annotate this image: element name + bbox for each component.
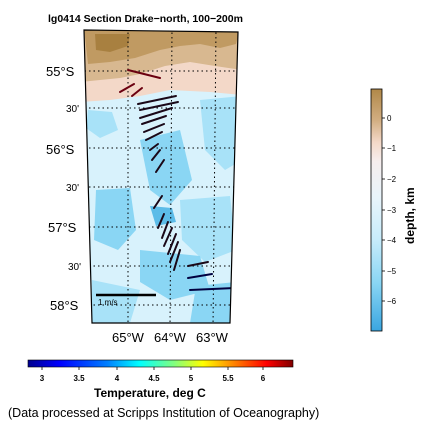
- map-panel: 1 m/s: [84, 30, 238, 323]
- temp-tick-label: 6: [261, 374, 266, 383]
- lon-label: 64°W: [154, 330, 187, 345]
- vector: [187, 273, 213, 279]
- deep-patch: [86, 110, 118, 138]
- depth-tick-label: −2: [387, 175, 397, 184]
- credit-line: (Data processed at Scripps Institution o…: [8, 406, 319, 420]
- lat-label: 58°S: [50, 298, 79, 313]
- grid-line-lon: [212, 30, 217, 323]
- lat-label: 30': [68, 262, 81, 273]
- deep-patch: [140, 250, 210, 300]
- vector: [189, 287, 235, 291]
- vector: [163, 227, 173, 247]
- vector: [161, 221, 169, 239]
- lat-label: 57°S: [48, 220, 77, 235]
- lat-label: 55°S: [46, 64, 75, 79]
- depth-tick-label: 0: [387, 114, 392, 123]
- longitude-labels: 65°W 64°W 63°W: [112, 330, 229, 345]
- depth-tick-label: −6: [387, 297, 397, 306]
- vector: [145, 131, 163, 141]
- temp-tick-label: 5.5: [222, 374, 234, 383]
- vector: [139, 107, 173, 119]
- vector: [173, 249, 181, 271]
- vector: [141, 115, 167, 125]
- temp-tick-label: 5: [189, 374, 194, 383]
- deep-patch: [94, 188, 136, 250]
- vector: [131, 87, 143, 97]
- lat-label: 30': [66, 104, 79, 115]
- temperature-colorbar-scale: [27, 359, 294, 368]
- temperature-colorbar: 3 3.5 4 4.5 5 5.5 6 Temperature, deg C: [27, 359, 294, 400]
- vector: [187, 261, 209, 267]
- vector: [127, 69, 161, 79]
- vector: [149, 143, 159, 151]
- temp-tick-label: 4.5: [148, 374, 160, 383]
- vector: [137, 95, 177, 105]
- grid-line-lon: [169, 30, 173, 323]
- lat-label: 56°S: [46, 142, 75, 157]
- depth-colorbar: 0 −1 −2 −3 −4 −5 −6 depth, km: [370, 88, 417, 332]
- depth-tick-label: −5: [387, 267, 397, 276]
- high-land-region: [95, 34, 130, 52]
- vector: [167, 233, 177, 255]
- vector: [151, 149, 161, 161]
- temp-tick-label: 3.5: [73, 374, 85, 383]
- temperature-colorbar-ticks: [41, 367, 264, 370]
- depth-tick-label: −3: [387, 206, 397, 215]
- deep-patch: [200, 96, 238, 170]
- vector: [139, 101, 179, 111]
- temp-tick-label: 3: [40, 374, 45, 383]
- vector: [157, 213, 165, 229]
- latitude-labels: 55°S 30' 56°S 30' 57°S 30' 58°S: [46, 64, 81, 313]
- deep-patch: [180, 196, 236, 262]
- graticule: [84, 30, 238, 323]
- depth-tick-label: −1: [387, 144, 397, 153]
- temp-tick-label: 4: [115, 374, 120, 383]
- vector: [153, 195, 163, 209]
- depth-colorbar-scale: [370, 88, 383, 332]
- map-title: lg0414 Section Drake−north, 100−200m: [48, 13, 243, 25]
- lon-label: 63°W: [196, 330, 229, 345]
- depth-tick-label: −4: [387, 236, 397, 245]
- map-frame: [83, 29, 239, 324]
- vector: [119, 83, 135, 93]
- depth-colorbar-label: depth, km: [403, 187, 417, 244]
- vector: [143, 123, 165, 133]
- scale-label: 1 m/s: [98, 298, 118, 307]
- velocity-vectors: [119, 69, 235, 291]
- lat-label: 30': [66, 183, 79, 194]
- vector: [155, 159, 165, 173]
- lon-label: 65°W: [112, 330, 145, 345]
- vector: [169, 241, 179, 263]
- temperature-colorbar-label: Temperature, deg C: [94, 386, 206, 400]
- depth-colorbar-ticks: [382, 117, 385, 302]
